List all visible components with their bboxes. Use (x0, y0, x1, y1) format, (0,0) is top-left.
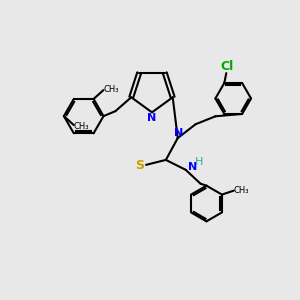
Text: N: N (188, 162, 197, 172)
Text: Cl: Cl (221, 60, 234, 73)
Text: S: S (136, 159, 145, 172)
Text: CH₃: CH₃ (234, 186, 250, 195)
Text: N: N (147, 113, 157, 123)
Text: CH₃: CH₃ (74, 122, 89, 130)
Text: H: H (195, 157, 204, 167)
Text: N: N (174, 128, 183, 138)
Text: CH₃: CH₃ (104, 85, 119, 94)
